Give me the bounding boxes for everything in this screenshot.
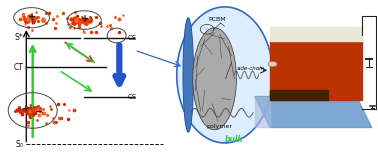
Text: −: − (35, 107, 43, 117)
Text: polymer: polymer (206, 124, 232, 129)
Text: +: + (28, 12, 36, 22)
Polygon shape (255, 97, 270, 127)
Text: CS: CS (127, 94, 136, 100)
Polygon shape (270, 27, 362, 41)
Polygon shape (270, 90, 328, 100)
Ellipse shape (183, 18, 194, 132)
Polygon shape (255, 97, 372, 127)
Text: S*: S* (15, 33, 23, 42)
Text: S₀: S₀ (15, 140, 23, 149)
Text: +: + (81, 14, 89, 24)
Text: side-chain: side-chain (237, 66, 265, 71)
Polygon shape (270, 39, 362, 100)
Text: +: + (23, 104, 30, 113)
Ellipse shape (268, 61, 277, 67)
Ellipse shape (177, 7, 273, 143)
Text: bulk: bulk (225, 135, 243, 144)
Ellipse shape (193, 28, 237, 130)
Text: PCBM: PCBM (208, 17, 226, 22)
Text: CS: CS (127, 35, 136, 41)
Text: CT: CT (13, 63, 23, 72)
